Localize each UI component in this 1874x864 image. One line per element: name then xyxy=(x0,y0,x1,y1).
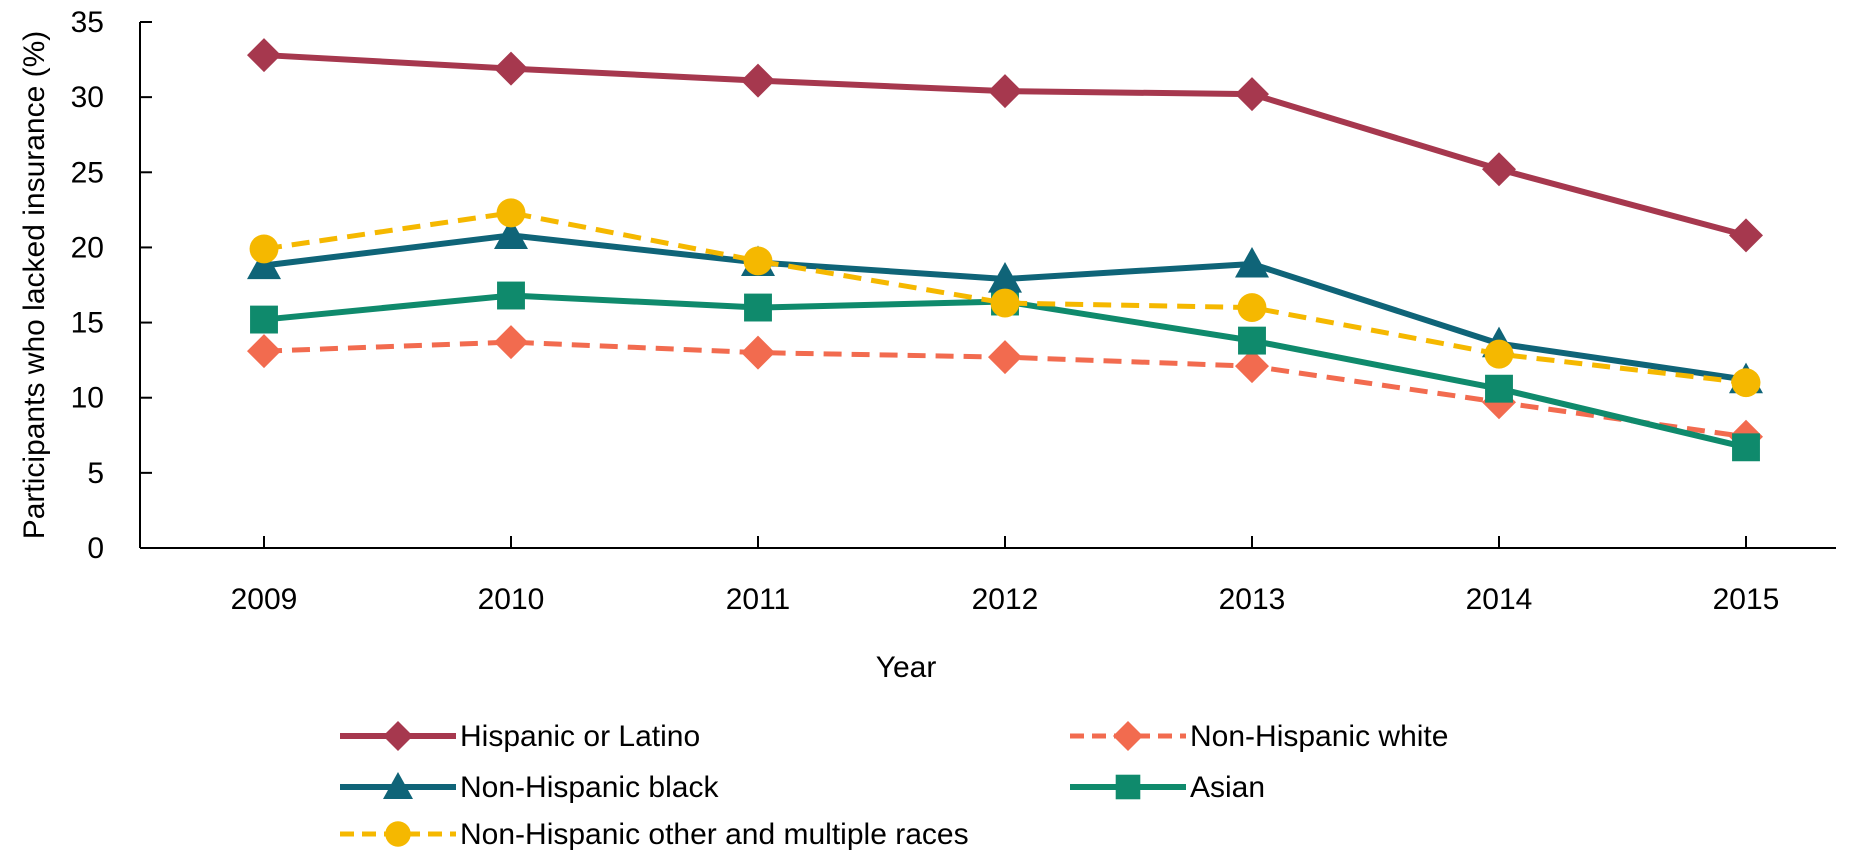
x-tick-label: 2015 xyxy=(1713,583,1780,616)
data-point xyxy=(249,234,279,264)
y-tick-label: 30 xyxy=(71,81,104,114)
data-point xyxy=(988,74,1022,109)
legend-item: Non-Hispanic black xyxy=(340,771,719,804)
data-point xyxy=(247,248,281,280)
y-axis: 0 5 10 15 20 25 30 35 xyxy=(71,6,152,565)
legend-item: Asian xyxy=(1070,771,1265,804)
data-point xyxy=(494,51,528,86)
legend-label: Non-Hispanic white xyxy=(1190,720,1448,753)
data-point xyxy=(988,340,1022,375)
legend-label: Non-Hispanic other and multiple races xyxy=(460,818,969,851)
series-layer xyxy=(247,38,1763,462)
y-tick-label: 0 xyxy=(87,532,104,565)
legend-label: Hispanic or Latino xyxy=(460,720,700,753)
data-point xyxy=(741,63,775,98)
data-point xyxy=(1729,218,1763,253)
x-tick-label: 2012 xyxy=(972,583,1039,616)
data-point xyxy=(250,305,278,334)
x-axis-title: Year xyxy=(876,651,937,684)
legend-item: Non-Hispanic white xyxy=(1070,720,1448,753)
x-tick-label: 2009 xyxy=(231,583,298,616)
data-point xyxy=(1482,152,1516,187)
x-tick-label: 2014 xyxy=(1466,583,1533,616)
legend-marker xyxy=(383,721,413,751)
x-tick-label: 2013 xyxy=(1219,583,1286,616)
legend-label: Non-Hispanic black xyxy=(460,771,719,804)
legend-marker xyxy=(383,772,413,799)
legend-marker xyxy=(1115,774,1141,800)
data-point xyxy=(741,335,775,370)
data-point xyxy=(494,218,528,250)
data-point xyxy=(990,288,1020,318)
data-point xyxy=(1237,293,1267,322)
legend-marker xyxy=(385,821,411,847)
legend-item: Non-Hispanic other and multiple races xyxy=(340,818,969,851)
x-axis: 2009 2010 2011 2012 2013 2014 2015 xyxy=(140,536,1836,616)
data-point xyxy=(744,293,772,322)
legend: Hispanic or Latino Non-Hispanic white Non-… xyxy=(340,720,1448,851)
x-tick-label: 2011 xyxy=(726,583,791,616)
y-tick-label: 25 xyxy=(71,156,104,189)
legend-label: Asian xyxy=(1190,771,1265,804)
data-point xyxy=(494,325,528,360)
data-point xyxy=(1484,339,1514,369)
data-point xyxy=(1235,77,1269,112)
y-axis-title: Participants who lacked insurance (%) xyxy=(18,31,51,540)
data-point xyxy=(497,281,525,310)
y-tick-label: 35 xyxy=(71,6,104,39)
y-tick-label: 15 xyxy=(71,307,104,340)
data-point xyxy=(743,246,773,276)
data-point xyxy=(247,334,281,369)
y-ticks: 0 5 10 15 20 25 30 35 xyxy=(71,6,152,565)
data-point xyxy=(1732,433,1760,462)
y-tick-label: 5 xyxy=(87,457,104,490)
data-point xyxy=(496,198,526,228)
legend-marker xyxy=(1113,721,1143,751)
x-ticks: 2009 2010 2011 2012 2013 2014 2015 xyxy=(231,536,1780,616)
series-hispanic-or-latino xyxy=(247,38,1763,253)
y-tick-label: 20 xyxy=(71,231,104,264)
y-tick-label: 10 xyxy=(71,382,104,415)
series-non-hispanic-white xyxy=(247,325,1763,454)
data-point xyxy=(1235,246,1269,278)
data-point xyxy=(1731,368,1761,398)
data-point xyxy=(1238,326,1266,355)
data-point xyxy=(1485,374,1513,403)
series-non-hispanic-other-and-multiple-races xyxy=(249,198,1761,398)
data-point xyxy=(988,261,1022,293)
legend-item: Hispanic or Latino xyxy=(340,720,700,753)
x-tick-label: 2010 xyxy=(478,583,545,616)
data-point xyxy=(1235,349,1269,384)
data-point xyxy=(247,38,281,73)
